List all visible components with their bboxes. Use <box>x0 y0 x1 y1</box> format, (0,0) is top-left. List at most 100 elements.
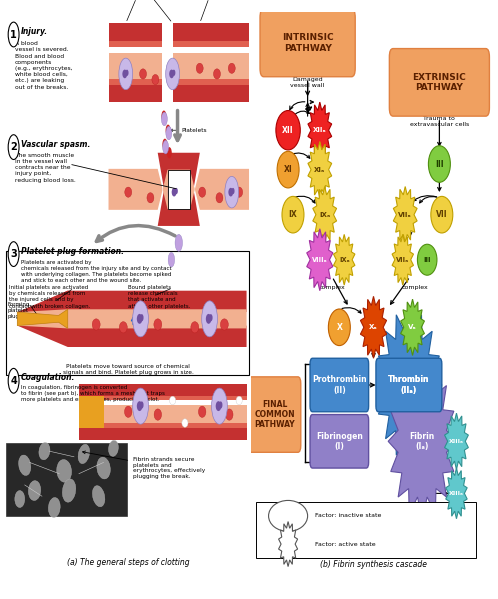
Ellipse shape <box>15 491 25 507</box>
Circle shape <box>161 110 166 122</box>
Text: Bound platelets
release chemicals
that activate and
attract other platelets.: Bound platelets release chemicals that a… <box>128 285 191 308</box>
Text: Platelet plug formation.: Platelet plug formation. <box>21 247 124 256</box>
Polygon shape <box>109 153 249 209</box>
Circle shape <box>166 58 179 90</box>
FancyBboxPatch shape <box>79 396 247 400</box>
FancyBboxPatch shape <box>109 41 249 47</box>
Ellipse shape <box>18 455 31 476</box>
Circle shape <box>202 301 218 337</box>
Ellipse shape <box>206 314 211 324</box>
Text: Thrombin
(IIₐ): Thrombin (IIₐ) <box>388 376 430 395</box>
Ellipse shape <box>277 152 299 188</box>
Circle shape <box>161 112 167 126</box>
FancyBboxPatch shape <box>376 358 442 412</box>
Text: VII: VII <box>436 210 448 219</box>
Ellipse shape <box>48 498 60 518</box>
FancyBboxPatch shape <box>249 377 301 452</box>
Ellipse shape <box>199 187 206 197</box>
Text: (b) Fibrin synthesis cascade: (b) Fibrin synthesis cascade <box>320 561 427 570</box>
Text: Factor: inactive state: Factor: inactive state <box>315 513 381 518</box>
Circle shape <box>8 22 19 47</box>
Text: Damaged
vessel wall: Damaged vessel wall <box>290 77 325 87</box>
Text: Coagulation.: Coagulation. <box>21 373 75 383</box>
Circle shape <box>162 139 167 150</box>
Ellipse shape <box>169 397 176 405</box>
Polygon shape <box>17 309 247 328</box>
Ellipse shape <box>97 457 111 479</box>
Text: complex: complex <box>401 285 428 290</box>
Ellipse shape <box>154 319 162 330</box>
Ellipse shape <box>172 69 175 76</box>
Text: (a) The general steps of clotting: (a) The general steps of clotting <box>67 558 190 567</box>
Ellipse shape <box>57 459 72 482</box>
Ellipse shape <box>175 188 178 194</box>
Ellipse shape <box>209 314 213 321</box>
Text: Trauma to
extravascular cells: Trauma to extravascular cells <box>410 116 469 127</box>
Circle shape <box>166 126 172 140</box>
Polygon shape <box>334 234 355 285</box>
Ellipse shape <box>109 440 119 456</box>
Text: XI: XI <box>284 165 292 174</box>
Text: 4: 4 <box>10 376 17 386</box>
Text: Initial platelets are activated
by chemicals released from
the injured cells and: Initial platelets are activated by chemi… <box>8 285 90 308</box>
Ellipse shape <box>125 187 131 197</box>
Ellipse shape <box>228 63 235 73</box>
Text: Fibrin strands secure
platelets and
erythrocytes, effectively
plugging the break: Fibrin strands secure platelets and eryt… <box>83 451 205 479</box>
Ellipse shape <box>139 69 146 79</box>
Polygon shape <box>278 522 298 567</box>
FancyBboxPatch shape <box>79 423 247 428</box>
Ellipse shape <box>28 480 41 501</box>
Text: Vascular spasm.: Vascular spasm. <box>21 140 90 149</box>
FancyBboxPatch shape <box>109 78 249 86</box>
Text: XIIₐ: XIIₐ <box>313 127 327 133</box>
Polygon shape <box>17 291 247 312</box>
Text: The smooth muscle
in the vessel wall
contracts near the
injury point,
reducing b: The smooth muscle in the vessel wall con… <box>15 153 76 183</box>
Text: Platelets move toward source of chemical
signals and bind. Platelet plug grows i: Platelets move toward source of chemical… <box>63 364 194 375</box>
FancyBboxPatch shape <box>109 84 249 102</box>
Text: III: III <box>423 257 431 263</box>
Ellipse shape <box>216 401 221 411</box>
Text: A blood
vessel is severed.
Blood and blood
components
(e.g., erythrocytes,
white: A blood vessel is severed. Blood and blo… <box>15 41 72 90</box>
Text: White blood cells: White blood cells <box>114 0 164 21</box>
Ellipse shape <box>431 196 453 233</box>
Circle shape <box>212 388 227 424</box>
Polygon shape <box>313 186 337 243</box>
FancyBboxPatch shape <box>260 9 355 77</box>
Text: Xₐ: Xₐ <box>369 324 378 330</box>
FancyBboxPatch shape <box>109 23 249 41</box>
Ellipse shape <box>78 444 90 464</box>
Text: 2: 2 <box>10 142 17 152</box>
Ellipse shape <box>196 63 203 73</box>
Circle shape <box>175 234 182 252</box>
Text: VIIₐ: VIIₐ <box>398 211 412 217</box>
Text: Injury.: Injury. <box>21 27 48 36</box>
FancyBboxPatch shape <box>6 443 127 516</box>
Polygon shape <box>401 299 424 355</box>
Circle shape <box>163 140 168 154</box>
Ellipse shape <box>428 146 450 182</box>
Text: VIIₐ: VIIₐ <box>396 257 409 263</box>
Text: Prothrombin
(II): Prothrombin (II) <box>312 376 367 395</box>
Ellipse shape <box>140 314 143 321</box>
FancyBboxPatch shape <box>109 53 249 84</box>
Text: IXₐ: IXₐ <box>319 211 330 217</box>
Text: INTRINSIC
PATHWAY: INTRINSIC PATHWAY <box>282 34 334 53</box>
Ellipse shape <box>417 244 437 275</box>
Ellipse shape <box>328 309 350 346</box>
Text: Platelets: Platelets <box>170 128 207 133</box>
Ellipse shape <box>137 314 142 324</box>
Ellipse shape <box>226 409 233 420</box>
Text: Cross-linked
fibrin clot: Cross-linked fibrin clot <box>403 519 442 530</box>
Ellipse shape <box>154 409 161 420</box>
Circle shape <box>166 125 170 136</box>
Circle shape <box>168 176 182 208</box>
Text: X: X <box>337 323 342 332</box>
FancyBboxPatch shape <box>310 415 369 468</box>
Ellipse shape <box>268 500 308 531</box>
Ellipse shape <box>172 188 176 196</box>
Ellipse shape <box>199 406 206 418</box>
Text: III: III <box>435 159 444 168</box>
Circle shape <box>8 242 19 267</box>
FancyBboxPatch shape <box>79 405 247 428</box>
Text: XIIIₐ: XIIIₐ <box>449 491 464 496</box>
